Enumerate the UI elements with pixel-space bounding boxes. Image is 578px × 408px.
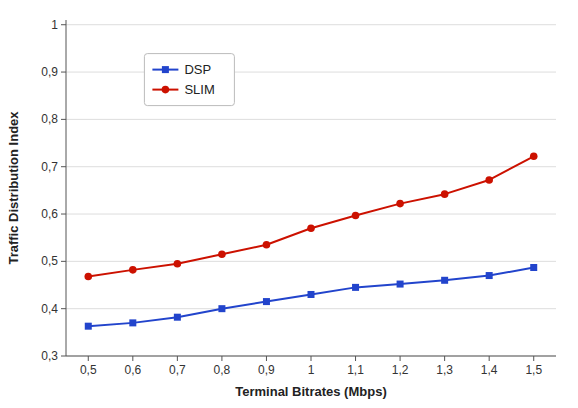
legend-marker [162, 86, 170, 94]
y-tick [61, 24, 66, 25]
point [441, 190, 449, 198]
series-line [88, 156, 533, 276]
point [84, 273, 92, 281]
legend-marker [162, 66, 169, 73]
series-line [88, 268, 533, 327]
x-tick-label: 1,4 [481, 363, 498, 377]
x-tick-label: 1,1 [347, 363, 364, 377]
grid-line [66, 166, 556, 167]
point [263, 241, 271, 249]
grid-line [66, 72, 556, 73]
point [85, 323, 92, 330]
point [530, 264, 537, 271]
y-axis-label: Traffic Distribution Index [6, 111, 21, 265]
y-tick [61, 261, 66, 262]
grid [66, 25, 556, 356]
point [129, 266, 137, 274]
y-tick-label: 1 [51, 18, 58, 32]
x-tick-label: 0,6 [124, 363, 141, 377]
point [396, 200, 404, 208]
x-tick-label: 0,5 [80, 363, 97, 377]
x-tick-label: 1,3 [436, 363, 453, 377]
x-tick-label: 0,9 [258, 363, 275, 377]
grid-line [66, 214, 556, 215]
y-tick [61, 119, 66, 120]
y-tick-label: 0,7 [41, 160, 58, 174]
x-tick [533, 356, 534, 361]
x-tick [355, 356, 356, 361]
y-tick-label: 0,5 [41, 254, 58, 268]
x-axis-label: Terminal Bitrates (Mbps) [235, 384, 386, 399]
legend-label: DSP [184, 62, 211, 77]
point [352, 212, 360, 220]
y-tick-label: 0,9 [41, 65, 58, 79]
x-tick [444, 356, 445, 361]
legend: DSP SLIM [144, 54, 234, 106]
x-tick [177, 356, 178, 361]
plot-data [84, 152, 537, 329]
x-tick [400, 356, 401, 361]
point [530, 152, 538, 160]
grid-line [66, 261, 556, 262]
point [263, 298, 270, 305]
grid-line [66, 24, 556, 25]
point [352, 284, 359, 291]
point [397, 281, 404, 288]
x-tick [311, 356, 312, 361]
grid-line [66, 119, 556, 120]
grid-line [66, 308, 556, 309]
point [307, 224, 315, 232]
x-tick-label: 1,5 [525, 363, 542, 377]
y-tick-label: 0,6 [41, 207, 58, 221]
y-tick [61, 166, 66, 167]
y-tick [61, 356, 66, 357]
point [218, 305, 225, 312]
x-tick [489, 356, 490, 361]
point [308, 291, 315, 298]
x-tick [132, 356, 133, 361]
y-tick [61, 214, 66, 215]
point [218, 250, 226, 258]
x-tick-label: 1 [308, 363, 315, 377]
x-tick-label: 0,8 [214, 363, 231, 377]
y-tick [61, 72, 66, 73]
point [174, 260, 182, 268]
point [485, 176, 493, 184]
y-tick-label: 0,4 [41, 302, 58, 316]
x-tick [221, 356, 222, 361]
point [441, 277, 448, 284]
y-tick-label: 0,3 [41, 349, 58, 363]
legend-label: SLIM [184, 82, 214, 97]
x-tick-label: 0,7 [169, 363, 186, 377]
point [174, 314, 181, 321]
x-tick-label: 1,2 [392, 363, 409, 377]
point [486, 272, 493, 279]
y-axis-line [66, 20, 67, 356]
y-tick-label: 0,8 [41, 112, 58, 126]
x-tick [88, 356, 89, 361]
y-tick [61, 308, 66, 309]
x-tick [266, 356, 267, 361]
series [84, 152, 537, 280]
series [85, 264, 537, 330]
legend-box [144, 54, 234, 106]
point [129, 319, 136, 326]
axes: 0,5 0,6 0,7 0,8 0,9 1 1,1 1,2 1,3 1,4 1,5 0,3 0,4 0,5… [41, 18, 556, 377]
chart: 0,5 0,6 0,7 0,8 0,9 1 1,1 1,2 1,3 1,4 1,5 0,3 0,4 0,5… [0, 0, 578, 408]
